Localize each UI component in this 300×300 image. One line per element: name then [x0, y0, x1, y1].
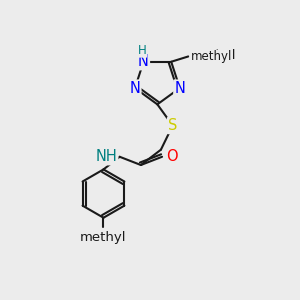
Text: N: N: [130, 81, 140, 96]
Text: methyl: methyl: [191, 50, 232, 63]
Text: H: H: [138, 44, 146, 57]
Text: O: O: [167, 149, 178, 164]
Text: S: S: [168, 118, 177, 133]
Text: methyl: methyl: [80, 231, 127, 244]
Text: methyl: methyl: [190, 49, 236, 62]
Text: N: N: [138, 54, 149, 69]
Text: N: N: [174, 81, 185, 96]
Text: NH: NH: [96, 149, 117, 164]
